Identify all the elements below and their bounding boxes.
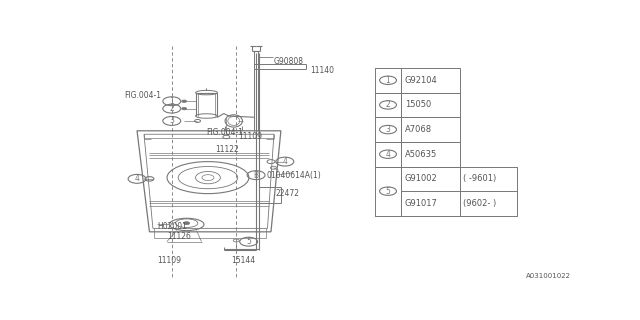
Text: 2: 2 [170, 104, 174, 113]
Text: 22472: 22472 [276, 189, 300, 198]
Text: (9602- ): (9602- ) [463, 199, 496, 208]
Text: 4: 4 [385, 150, 390, 159]
Text: G92104: G92104 [405, 76, 438, 85]
Text: 4: 4 [134, 174, 140, 183]
Text: ( -9601): ( -9601) [463, 174, 496, 183]
Circle shape [184, 222, 189, 225]
Text: 3: 3 [170, 116, 174, 125]
Text: 11122: 11122 [215, 145, 239, 154]
Text: 11109: 11109 [237, 132, 262, 141]
Text: G91002: G91002 [405, 174, 438, 183]
Text: H02001: H02001 [157, 222, 187, 231]
Text: A50635: A50635 [405, 150, 437, 159]
Text: B: B [253, 171, 259, 180]
Text: 11140: 11140 [310, 66, 335, 75]
Text: 15050: 15050 [405, 100, 431, 109]
Text: 01040614A(1): 01040614A(1) [267, 171, 322, 180]
Text: 5: 5 [246, 237, 251, 246]
Text: G90808: G90808 [273, 57, 303, 66]
Text: 1: 1 [386, 76, 390, 85]
Text: 1: 1 [170, 97, 174, 106]
Text: G91017: G91017 [405, 199, 438, 208]
Text: 3: 3 [385, 125, 390, 134]
Text: A7068: A7068 [405, 125, 432, 134]
Text: FIG.004-1: FIG.004-1 [125, 91, 162, 100]
Text: FIG.004-1: FIG.004-1 [207, 128, 243, 137]
Text: 11109: 11109 [157, 256, 181, 265]
Text: 11126: 11126 [167, 232, 191, 241]
Text: 2: 2 [386, 100, 390, 109]
Text: A031001022: A031001022 [526, 273, 571, 279]
Text: 5: 5 [385, 187, 390, 196]
Circle shape [182, 100, 187, 102]
Text: 15144: 15144 [231, 256, 255, 265]
Text: 4: 4 [282, 157, 287, 166]
Circle shape [182, 108, 187, 110]
